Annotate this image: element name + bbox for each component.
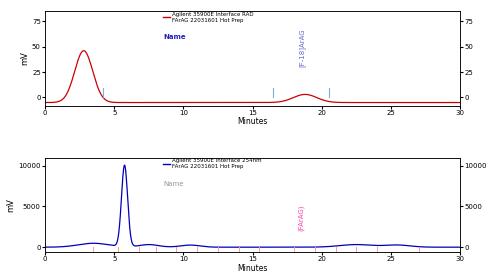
X-axis label: Minutes: Minutes: [238, 117, 268, 126]
X-axis label: Minutes: Minutes: [238, 264, 268, 273]
Text: [F-18]ArAG: [F-18]ArAG: [299, 28, 306, 67]
Y-axis label: mV: mV: [6, 198, 16, 212]
Text: Name: Name: [164, 34, 186, 40]
Text: (FArAG): (FArAG): [298, 204, 304, 231]
Text: Name: Name: [164, 181, 184, 187]
Y-axis label: mV: mV: [20, 52, 29, 65]
Legend: Agilent 35900E Interface RAD
FArAG 22031601 Hot Prep: Agilent 35900E Interface RAD FArAG 22031…: [163, 12, 254, 23]
Legend: Agilent 35900E Interface 254nm
FArAG 22031601 Hot Prep: Agilent 35900E Interface 254nm FArAG 220…: [163, 158, 262, 169]
